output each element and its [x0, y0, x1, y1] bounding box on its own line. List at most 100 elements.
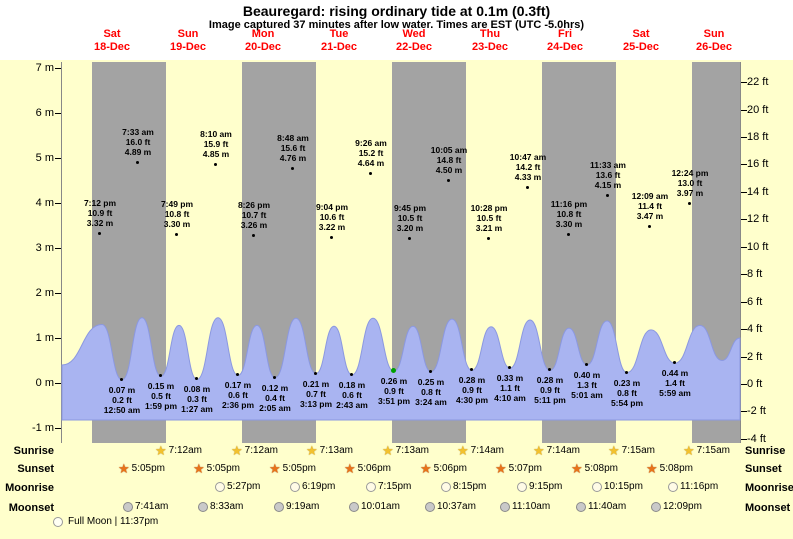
y-axis-tick-right: [741, 246, 747, 248]
moonset-entry: 11:40am: [576, 501, 626, 512]
almanac-label-moonrise-right: Moonrise: [745, 482, 793, 494]
sunset-entry: ★ 5:05pm: [193, 462, 240, 475]
tide-time: 1:27 am: [181, 404, 213, 415]
low-tide-label: 0.25 m 0.8 ft 3:24 am: [410, 377, 452, 407]
moonrise-entry: 9:15pm: [517, 481, 562, 492]
moonrise-entry: 6:19pm: [290, 481, 335, 492]
y-axis-tick-right: [741, 274, 747, 276]
almanac-time: 5:06pm: [433, 463, 468, 474]
tide-height-ft: 0.7 ft: [306, 388, 326, 399]
tide-height-m: 3.26 m: [240, 220, 268, 231]
tide-time: 8:48 am: [277, 132, 309, 143]
tide-time: 8:10 am: [200, 128, 232, 139]
low-tide-marker: [195, 377, 198, 381]
tide-height-ft: 0.6 ft: [342, 389, 362, 400]
day-date: 26-Dec: [695, 41, 733, 53]
moonset-entry: 10:37am: [425, 501, 476, 512]
high-tide-marker: [567, 232, 570, 236]
moonset-entry: 7:41am: [123, 501, 168, 512]
tide-height-m: 3.47 m: [636, 210, 664, 221]
y-axis-label-right: 16 ft: [747, 158, 769, 171]
moonrise-entry: 11:16pm: [668, 481, 718, 492]
tide-time: 12:24 pm: [671, 168, 709, 179]
high-tide-label: 12:24 pm 13.0 ft 3.97 m: [662, 168, 718, 198]
almanac-label-sunrise-left: Sunrise: [13, 445, 54, 457]
almanac-time: 11:10am: [512, 501, 551, 512]
almanac-time: 11:40am: [588, 501, 627, 512]
day-header: Fri 24-Dec: [528, 28, 602, 54]
y-axis-tick-right: [741, 109, 747, 111]
tide-time: 12:50 am: [103, 404, 141, 415]
sunrise-entry: ★ 7:15am: [608, 444, 655, 457]
high-tide-label: 12:09 am 11.4 ft 3.47 m: [622, 191, 678, 221]
right-axis-line: [740, 62, 741, 443]
high-tide-label: 9:04 pm 10.6 ft 3.22 m: [304, 202, 360, 232]
day-header: Sun 26-Dec: [677, 28, 751, 54]
y-axis-tick-right: [741, 164, 747, 166]
low-tide-label: 0.07 m 0.2 ft 12:50 am: [101, 385, 143, 415]
y-axis-label-right: 10 ft: [747, 240, 769, 253]
y-axis-tick-left: [55, 383, 61, 384]
day-date: 20-Dec: [244, 41, 282, 53]
almanac-time: 5:05pm: [206, 463, 241, 474]
moonrise-entry: 7:15pm: [366, 481, 411, 492]
tide-height-ft: 15.9 ft: [203, 138, 229, 149]
sunset-entry: ★ 5:07pm: [495, 462, 542, 475]
y-axis-tick-left: [55, 68, 61, 69]
tide-height-ft: 10.9 ft: [87, 207, 113, 218]
tide-height-ft: 13.6 ft: [595, 170, 621, 181]
sunrise-entry: ★ 7:13am: [306, 444, 353, 457]
y-axis-tick-right: [741, 384, 747, 385]
tide-time: 10:05 am: [430, 144, 468, 155]
y-axis-label-right: 20 ft: [747, 103, 769, 116]
low-tide-label: 0.12 m 0.4 ft 2:05 am: [254, 383, 296, 413]
moonset-entry: 11:10am: [500, 501, 550, 512]
y-axis-label-right: 14 ft: [747, 185, 769, 198]
almanac-time: 12:09pm: [663, 501, 702, 512]
tide-height-ft: 10.8 ft: [164, 208, 190, 219]
day-header: Sat 25-Dec: [604, 28, 678, 54]
tide-height-m: 4.89 m: [124, 146, 152, 157]
tide-height-ft: 10.8 ft: [556, 208, 582, 219]
moonset-icon: [651, 501, 661, 512]
tide-height-m: 0.15 m: [147, 381, 175, 392]
y-axis-label-right: 4 ft: [747, 323, 763, 336]
tide-height-ft: 1.3 ft: [577, 380, 597, 390]
tide-time: 8:26 pm: [237, 200, 271, 211]
tide-height-ft: 13.0 ft: [677, 178, 703, 189]
low-tide-label: 0.28 m 0.9 ft 4:30 pm: [451, 375, 493, 405]
moonset-icon: [198, 501, 208, 512]
tide-time: 11:33 am: [590, 160, 626, 171]
sunset-entry: ★ 5:08pm: [571, 462, 618, 475]
tide-time: 4:30 pm: [455, 395, 489, 406]
moonrise-icon: [366, 481, 376, 492]
low-tide-marker: [548, 368, 551, 372]
moonset-icon: [500, 501, 510, 512]
low-tide-label: 0.40 m 1.3 ft 5:01 am: [566, 370, 608, 400]
low-tide-marker: [585, 363, 588, 366]
almanac-label-moonset-right: Moonset: [745, 502, 791, 514]
moonset-icon: [425, 501, 435, 512]
y-axis-tick-left: [55, 158, 61, 159]
tide-height-ft: 1.4 ft: [665, 378, 685, 389]
moonrise-icon: [215, 481, 225, 492]
high-tide-marker: [291, 166, 294, 170]
y-axis-tick-left: [55, 113, 61, 114]
tide-time: 9:26 am: [355, 138, 387, 149]
tide-height-m: 4.33 m: [514, 172, 542, 183]
high-tide-marker: [214, 162, 217, 166]
y-axis-tick-left: [55, 338, 61, 339]
tide-height-m: 0.08 m: [183, 384, 211, 395]
high-tide-marker: [606, 194, 609, 198]
y-axis-tick-left: [55, 428, 61, 429]
y-axis-tick-right: [741, 301, 747, 303]
day-name: Sat: [632, 28, 650, 40]
day-date: 25-Dec: [622, 41, 660, 53]
tide-height-ft: 10.5 ft: [397, 213, 423, 223]
high-tide-label: 9:45 pm 10.5 ft 3.20 m: [382, 203, 438, 233]
almanac-label-sunset-right: Sunset: [745, 463, 782, 475]
almanac-time: 7:12am: [244, 445, 279, 456]
tide-time: 9:45 pm: [393, 203, 427, 213]
sunrise-icon: ★: [533, 443, 545, 458]
tide-height-m: 0.12 m: [261, 382, 289, 393]
